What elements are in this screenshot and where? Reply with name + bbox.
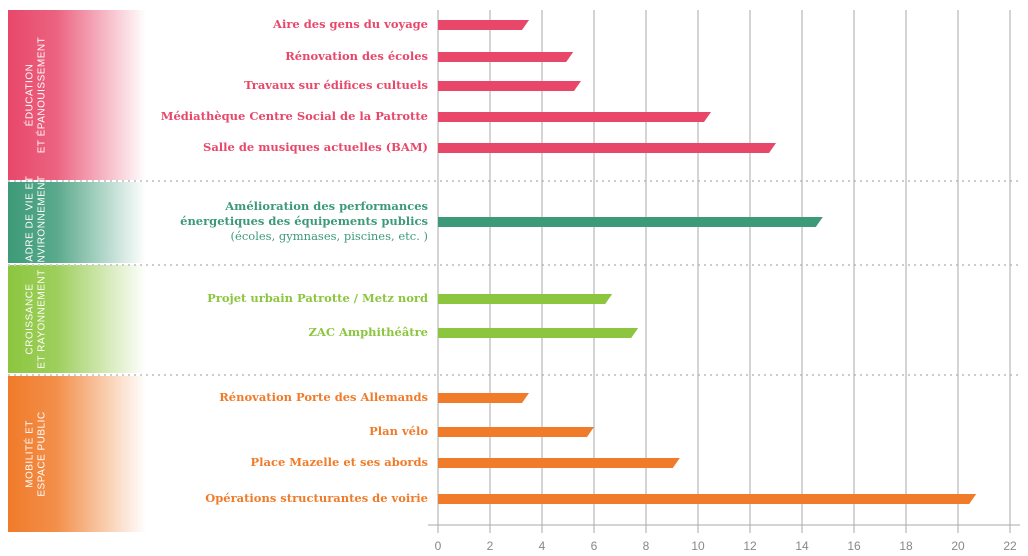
- x-tick-label: 4: [539, 539, 546, 553]
- x-tick-label: 20: [951, 539, 965, 553]
- bar: [438, 20, 529, 30]
- group-label: MOBILITÉ ET: [23, 420, 36, 488]
- group-label: ESPACE PUBLIC: [37, 411, 48, 496]
- bar: [438, 427, 594, 437]
- group-label: CADRE DE VIE ET: [25, 176, 36, 270]
- bar: [438, 143, 776, 153]
- group-block: [8, 376, 146, 532]
- bar: [438, 217, 823, 227]
- bar: [438, 112, 711, 122]
- x-tick-label: 2: [487, 539, 494, 553]
- category-label: Aire des gens du voyage: [272, 17, 428, 31]
- group-block: [8, 182, 146, 263]
- bar: [438, 328, 639, 338]
- bar: [438, 393, 529, 403]
- x-tick-label: 14: [795, 539, 809, 553]
- group-label: CROISSANCE: [25, 283, 36, 354]
- category-label: Place Mazelle et ses abords: [250, 455, 428, 469]
- x-tick-label: 18: [899, 539, 913, 553]
- group-block: [8, 10, 146, 180]
- bar: [438, 294, 613, 304]
- category-label: Amélioration des performances: [224, 199, 428, 213]
- category-label: Projet urbain Patrotte / Metz nord: [207, 291, 428, 305]
- group-block: [8, 265, 146, 373]
- x-tick-label: 16: [847, 539, 861, 553]
- group-label: ET ÉPANOUISSEMENT: [35, 37, 48, 153]
- bar: [438, 81, 581, 91]
- group-label: ENVIRONNEMENT: [37, 175, 48, 269]
- x-tick-label: 0: [435, 539, 442, 553]
- category-label: Rénovation des écoles: [285, 49, 428, 63]
- x-tick-label: 22: [1003, 539, 1017, 553]
- category-label: Salle de musiques actuelles (BAM): [203, 140, 428, 154]
- bar: [438, 494, 977, 504]
- category-label: Travaux sur édifices cultuels: [244, 78, 428, 92]
- category-label: Plan vélo: [369, 424, 428, 438]
- bar: [438, 458, 680, 468]
- category-label: (écoles, gymnases, piscines, etc. ): [231, 229, 428, 243]
- group-label: ET RAYONNEMENT: [37, 269, 48, 368]
- x-tick-label: 8: [643, 539, 650, 553]
- category-label: énergetiques des équipements publics: [180, 214, 428, 228]
- bar: [438, 52, 574, 62]
- category-label: ZAC Amphithéâtre: [309, 325, 428, 339]
- x-tick-label: 10: [691, 539, 705, 553]
- category-label: Opérations structurantes de voirie: [205, 491, 428, 505]
- category-label: Rénovation Porte des Allemands: [219, 390, 428, 404]
- x-tick-label: 12: [743, 539, 757, 553]
- group-label: ÉDUCATION: [23, 64, 36, 127]
- x-tick-label: 6: [591, 539, 598, 553]
- category-label: Médiathèque Centre Social de la Patrotte: [161, 109, 428, 123]
